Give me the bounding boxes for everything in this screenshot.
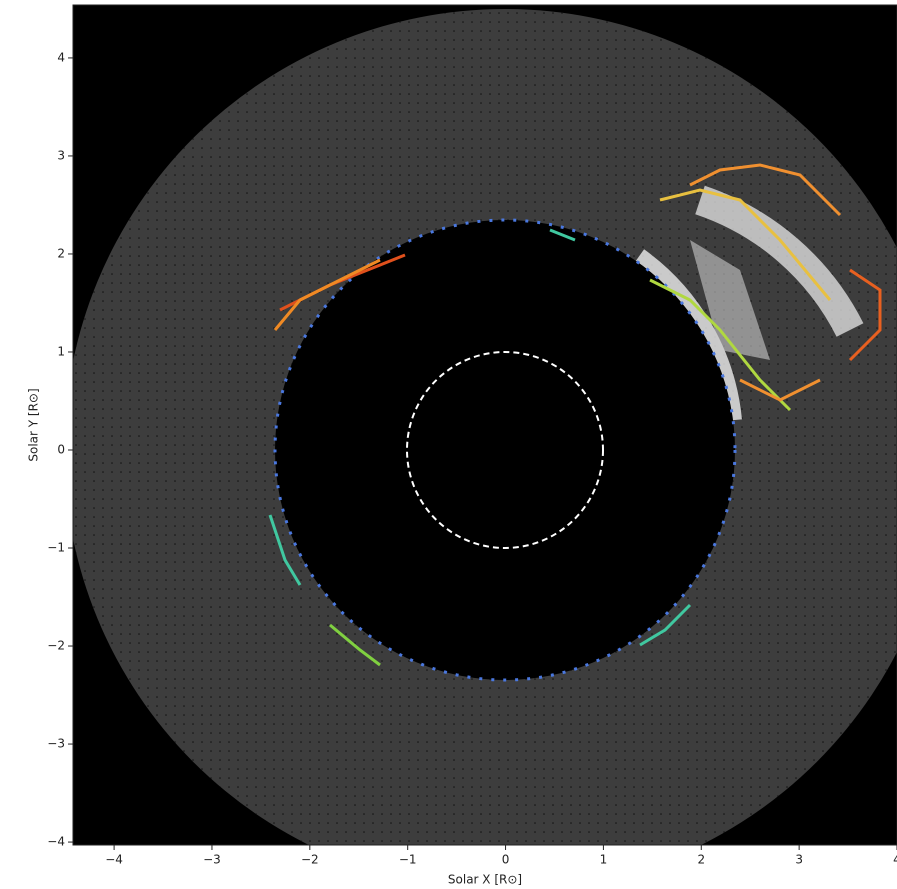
arrow [649,278,792,412]
cme-front [635,249,742,421]
x-tick-label: −2 [301,853,319,867]
x-tick-label: −1 [399,853,417,867]
arrow [273,258,381,331]
arrow [848,268,882,362]
image [73,5,897,845]
y-tick-label: −4 [47,835,65,849]
y-tick-label: −2 [47,639,65,653]
y-tick-label: 2 [57,246,65,260]
plot-frame [72,4,897,846]
solar-limb [406,351,604,549]
y-axis-label: Solar Y [R⊙] [27,388,41,461]
arrow [739,378,821,402]
arrow [639,603,692,647]
arrow [549,228,576,242]
y-tick-label: 1 [57,344,65,358]
arrow [659,188,832,301]
arrow [268,514,302,586]
occulter [273,218,737,682]
x-axis-label: Solar X [R⊙] [448,873,522,887]
arrow [689,163,842,217]
y-tick-label: 0 [57,442,65,456]
x-tick-label: 4 [893,853,897,867]
y-tick-label: −1 [47,541,65,555]
arrow [329,623,381,667]
y-tick-label: −3 [47,737,65,751]
x-tick-label: −4 [105,853,123,867]
x-tick-label: −3 [203,853,221,867]
y-tick-label: 3 [57,148,65,162]
cme-core [690,240,770,360]
x-tick-label: 2 [697,853,705,867]
velocity-arrows [268,163,882,667]
y-tick-label: 4 [57,50,65,64]
x-tick-label: 3 [795,853,803,867]
x-tick-label: 0 [502,853,510,867]
x-tick-label: 1 [600,853,608,867]
